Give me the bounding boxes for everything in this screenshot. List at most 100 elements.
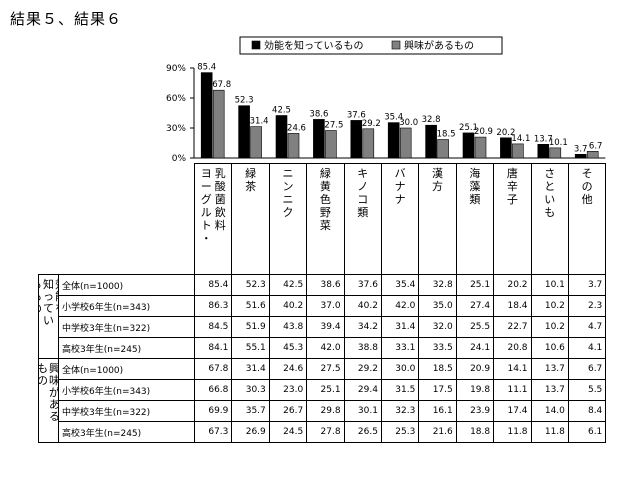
- bar: [275, 115, 288, 159]
- column-header: バナナ: [380, 163, 420, 275]
- table-cell: 6.1: [567, 421, 607, 443]
- data-label: 13.7: [534, 134, 553, 144]
- table-cell: 27.5: [306, 358, 345, 380]
- group-label: 興味があるもの: [38, 358, 59, 443]
- row-label: 高校3年生(n=245): [58, 421, 195, 443]
- data-label: 20.2: [496, 128, 515, 138]
- bar: [362, 128, 375, 159]
- table-cell: 24.6: [268, 358, 308, 380]
- page-title: 結果５、結果６: [10, 10, 123, 28]
- y-tick-label: 90%: [166, 64, 186, 74]
- table-cell: 6.7: [567, 358, 607, 380]
- table-cell: 31.4: [380, 316, 420, 338]
- table-cell: 31.5: [380, 379, 420, 401]
- data-label: 67.8: [212, 80, 231, 90]
- table-cell: 33.5: [418, 337, 457, 359]
- legend-swatch: [251, 40, 261, 50]
- table-cell: 84.1: [193, 337, 233, 359]
- row-label: 高校3年生(n=245): [58, 337, 195, 359]
- bar: [387, 122, 400, 159]
- table-cell: 85.4: [193, 274, 233, 296]
- table-cell: 25.3: [380, 421, 420, 443]
- column-header: さといも: [530, 163, 569, 275]
- table-cell: 30.1: [343, 400, 382, 422]
- table-cell: 27.8: [306, 421, 345, 443]
- table-cell: 84.5: [193, 316, 233, 338]
- table-row: 効能を知っているもの全体(n=1000)85.452.342.538.637.6…: [38, 274, 607, 359]
- bar: [574, 154, 587, 159]
- row-label: 中学校3年生(n=322): [58, 316, 195, 338]
- table-cell: 42.5: [268, 274, 308, 296]
- data-label: 27.5: [324, 121, 343, 131]
- table-cell: 43.8: [268, 316, 308, 338]
- data-label: 20.9: [474, 127, 493, 137]
- table-cell: 38.8: [343, 337, 382, 359]
- table-cell: 86.3: [193, 295, 233, 317]
- table-cell: 4.7: [567, 316, 607, 338]
- table-cell: 32.8: [418, 274, 457, 296]
- table-cell: 29.8: [306, 400, 345, 422]
- table-cell: 17.4: [493, 400, 532, 422]
- bar: [462, 132, 475, 159]
- table-row: 小学校6年生(n=343) 66.8 30.3 23.0 25.1 29.4 31.5 17.…: [39, 379, 607, 401]
- table-cell: 27.4: [455, 295, 495, 317]
- data-label: 37.6: [347, 110, 366, 120]
- column-header: 唐辛子: [493, 163, 532, 275]
- table-cell: 51.9: [231, 316, 270, 338]
- table-cell: 35.7: [231, 400, 270, 422]
- bar-layer: [200, 72, 599, 159]
- column-header: 海藻類: [455, 163, 495, 275]
- data-label: 6.7: [589, 141, 603, 151]
- data-label: 42.5: [272, 106, 291, 116]
- table-header-row: ヨーグルト・乳酸菌飲料緑茶ニンニク緑黄色野菜キノコ類バナナ漢方海藻類唐辛子さとい…: [38, 163, 607, 275]
- data-label: 35.4: [384, 113, 403, 123]
- table-cell: 24.5: [268, 421, 308, 443]
- bar: [200, 72, 213, 159]
- table-cell: 29.4: [343, 379, 382, 401]
- table-cell: 37.6: [343, 274, 382, 296]
- row-label: 全体(n=1000): [58, 358, 195, 380]
- y-tick-label: 0%: [172, 154, 187, 164]
- table-cell: 25.1: [306, 379, 345, 401]
- bar: [425, 124, 437, 159]
- bar: [474, 136, 487, 159]
- table-cell: 55.1: [231, 337, 270, 359]
- table-cell: 69.9: [193, 400, 233, 422]
- table-cell: 35.0: [418, 295, 457, 317]
- table-cell: 22.7: [493, 316, 532, 338]
- table-row: 小学校6年生(n=343) 86.3 51.6 40.2 37.0 40.2 42.0 35.…: [39, 295, 607, 317]
- table-cell: 45.3: [268, 337, 308, 359]
- table-cell: 39.4: [306, 316, 345, 338]
- bar: [586, 151, 599, 159]
- table-cell: 23.9: [455, 400, 495, 422]
- bar: [250, 126, 262, 159]
- data-label: 10.1: [549, 138, 568, 148]
- table-cell: 34.2: [343, 316, 382, 338]
- table-cell: 25.1: [455, 274, 495, 296]
- table-row: 中学校3年生(n=322) 69.9 35.7 26.7 29.8 30.1 32.3 16.…: [39, 400, 607, 422]
- bar: [437, 139, 449, 159]
- table-cell: 8.4: [567, 400, 607, 422]
- table-row: 中学校3年生(n=322) 84.5 51.9 43.8 39.4 34.2 31.4 32.…: [39, 316, 607, 338]
- table-cell: 2.3: [567, 295, 607, 317]
- table-cell: 17.5: [418, 379, 457, 401]
- table-cell: 67.3: [193, 421, 233, 443]
- table-cell: 21.6: [418, 421, 457, 443]
- table-cell: 18.4: [493, 295, 532, 317]
- table-cell: 26.7: [268, 400, 308, 422]
- legend-label: 興味があるもの: [404, 39, 474, 52]
- table-cell: 31.4: [231, 358, 270, 380]
- table-cell: 10.2: [530, 316, 569, 338]
- table-cell: 32.0: [418, 316, 457, 338]
- column-header: キノコ類: [343, 163, 382, 275]
- bar-chart: 0% 30% 60% 90% 85.4 67.8 52.3 31.442.5 24.638.6…: [166, 36, 606, 164]
- data-label: 31.4: [250, 117, 269, 127]
- table-cell: 30.3: [231, 379, 270, 401]
- table-cell: 37.0: [306, 295, 345, 317]
- table-cell: 19.8: [455, 379, 495, 401]
- column-header: 緑黄色野菜: [306, 163, 345, 275]
- group-label: 効能を知っているもの: [38, 274, 59, 359]
- table-cell: 33.1: [380, 337, 420, 359]
- legend-swatch: [391, 40, 401, 50]
- data-label: 24.6: [287, 123, 306, 133]
